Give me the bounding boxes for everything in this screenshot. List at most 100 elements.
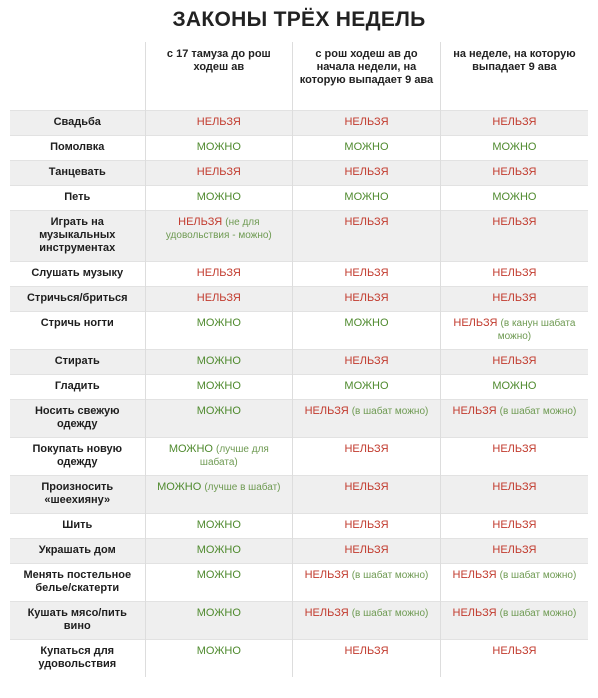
rule-status: МОЖНО [344,191,389,203]
rule-status: НЕЛЬЗЯ [492,645,537,657]
rule-note: (не для удовольствия - можно) [165,217,272,241]
corner-cell [10,42,145,111]
rule-status: НЕЛЬЗЯ [344,443,389,455]
rule-cell: НЕЛЬЗЯ [292,437,441,476]
rule-status: НЕЛЬЗЯ [344,645,389,657]
rule-status: НЕЛЬЗЯ [492,292,537,304]
rule-cell: НЕЛЬЗЯ (в шабат можно) [292,399,441,438]
rule-status: НЕЛЬЗЯ [452,569,497,581]
rule-cell: НЕЛЬЗЯ [292,210,441,262]
rule-cell: НЕЛЬЗЯ [144,110,293,136]
rule-cell: НЕЛЬЗЯ [439,538,588,564]
rule-status: МОЖНО [196,191,241,203]
rule-cell: НЕЛЬЗЯ [439,475,588,514]
rule-status: МОЖНО [344,141,389,153]
row-label: Слушать музыку [10,261,145,287]
table-row: Слушать музыку НЕЛЬЗЯ НЕЛЬЗЯ НЕЛЬЗЯ [10,261,588,287]
rule-cell: НЕЛЬЗЯ (в шабат можно) [292,601,441,640]
rule-cell: НЕЛЬЗЯ (в шабат можно) [439,601,588,640]
rule-status: МОЖНО [196,380,241,392]
rule-cell: МОЖНО [144,185,293,211]
rule-status: МОЖНО [344,317,389,329]
row-label: Стричься/бриться [10,286,145,312]
rule-cell: МОЖНО (лучше для шабата) [144,437,293,476]
table-body: Свадьба НЕЛЬЗЯ НЕЛЬЗЯ НЕЛЬЗЯ Помолвка МОЖНО МО… [10,110,588,677]
table-row: Покупать новую одежду МОЖНО (лучше для ша… [10,437,588,476]
rule-status: НЕЛЬЗЯ [492,355,537,367]
rule-cell: МОЖНО [144,311,293,350]
rule-status: НЕЛЬЗЯ [453,317,498,329]
rule-status: НЕЛЬЗЯ [492,216,537,228]
table-row: Петь МОЖНО МОЖНО МОЖНО [10,185,588,211]
rule-cell: МОЖНО [292,311,441,350]
rules-table: с 17 тамуза до рош ходеш ав с рош ходеш а… [10,42,588,677]
rule-cell: МОЖНО [439,135,588,161]
rule-status: НЕЛЬЗЯ [344,292,389,304]
rule-status: НЕЛЬЗЯ [492,116,537,128]
rule-cell: НЕЛЬЗЯ [439,110,588,136]
rule-status: НЕЛЬЗЯ [452,405,497,417]
rule-cell: НЕЛЬЗЯ [439,437,588,476]
rule-cell: МОЖНО [292,185,441,211]
rule-note: (в шабат можно) [499,608,577,619]
rule-status: НЕЛЬЗЯ [344,544,389,556]
rule-cell: МОЖНО [144,349,293,375]
rule-cell: НЕЛЬЗЯ [439,210,588,262]
table-row: Играть на музыкальных инструментах НЕЛЬЗЯ… [10,210,588,262]
row-label: Шить [10,513,145,539]
rule-note: (в шабат можно) [499,406,577,417]
table-row: Стричься/бриться НЕЛЬЗЯ НЕЛЬЗЯ НЕЛЬЗЯ [10,286,588,312]
rule-status: МОЖНО [196,141,241,153]
table-row: Стирать МОЖНО НЕЛЬЗЯ НЕЛЬЗЯ [10,349,588,375]
rule-cell: НЕЛЬЗЯ [144,286,293,312]
rule-cell: МОЖНО [144,513,293,539]
rule-status: НЕЛЬЗЯ [492,267,537,279]
rule-status: НЕЛЬЗЯ [196,292,241,304]
row-label: Произносить «шеехияну» [10,475,145,514]
rule-status: МОЖНО [196,355,241,367]
row-label: Гладить [10,374,145,400]
rule-cell: МОЖНО [144,399,293,438]
rule-status: МОЖНО [196,544,241,556]
rule-cell: НЕЛЬЗЯ [439,513,588,539]
rule-cell: МОЖНО (лучше в шабат) [144,475,293,514]
rule-status: НЕЛЬЗЯ [196,116,241,128]
rule-status: НЕЛЬЗЯ [304,607,349,619]
rule-status: НЕЛЬЗЯ [452,607,497,619]
rule-status: НЕЛЬЗЯ [344,355,389,367]
rule-cell: МОЖНО [144,538,293,564]
table-row: Украшать дом МОЖНО НЕЛЬЗЯ НЕЛЬЗЯ [10,538,588,564]
rule-status: МОЖНО [492,191,537,203]
rule-status: МОЖНО [196,607,241,619]
rule-status: МОЖНО [168,443,213,455]
row-label: Купаться для удовольствия [10,639,145,677]
rule-note: (в шабат можно) [351,406,429,417]
rule-cell: НЕЛЬЗЯ [292,110,441,136]
rule-status: МОЖНО [196,645,241,657]
column-header: с рош ходеш ав до начала недели, на кото… [292,42,441,111]
table-row: Менять постельное белье/скатерти МОЖНО НЕЛ… [10,563,588,602]
rule-status: НЕЛЬЗЯ [196,267,241,279]
table-row: Произносить «шеехияну» МОЖНО (лучше в шаб… [10,475,588,514]
rule-cell: НЕЛЬЗЯ [292,286,441,312]
title: ЗАКОНЫ ТРЁХ НЕДЕЛЬ [172,8,426,31]
row-label: Стирать [10,349,145,375]
rule-status: МОЖНО [157,481,202,493]
rule-status: НЕЛЬЗЯ [344,116,389,128]
rule-cell: НЕЛЬЗЯ (не для удовольствия - можно) [144,210,293,262]
rule-status: НЕЛЬЗЯ [492,443,537,455]
rule-cell: НЕЛЬЗЯ [144,261,293,287]
rule-status: МОЖНО [196,405,241,417]
rule-status: НЕЛЬЗЯ [492,481,537,493]
rule-note: (лучше в шабат) [204,482,281,493]
rule-cell: НЕЛЬЗЯ [439,160,588,186]
rule-cell: НЕЛЬЗЯ [439,639,588,677]
table-row: Гладить МОЖНО МОЖНО МОЖНО [10,374,588,400]
row-label: Танцевать [10,160,145,186]
row-label: Украшать дом [10,538,145,564]
rule-cell: НЕЛЬЗЯ [292,261,441,287]
header-row: с 17 тамуза до рош ходеш ав с рош ходеш а… [10,42,588,111]
table-row: Танцевать НЕЛЬЗЯ НЕЛЬЗЯ НЕЛЬЗЯ [10,160,588,186]
row-label: Петь [10,185,145,211]
rule-status: МОЖНО [196,317,241,329]
